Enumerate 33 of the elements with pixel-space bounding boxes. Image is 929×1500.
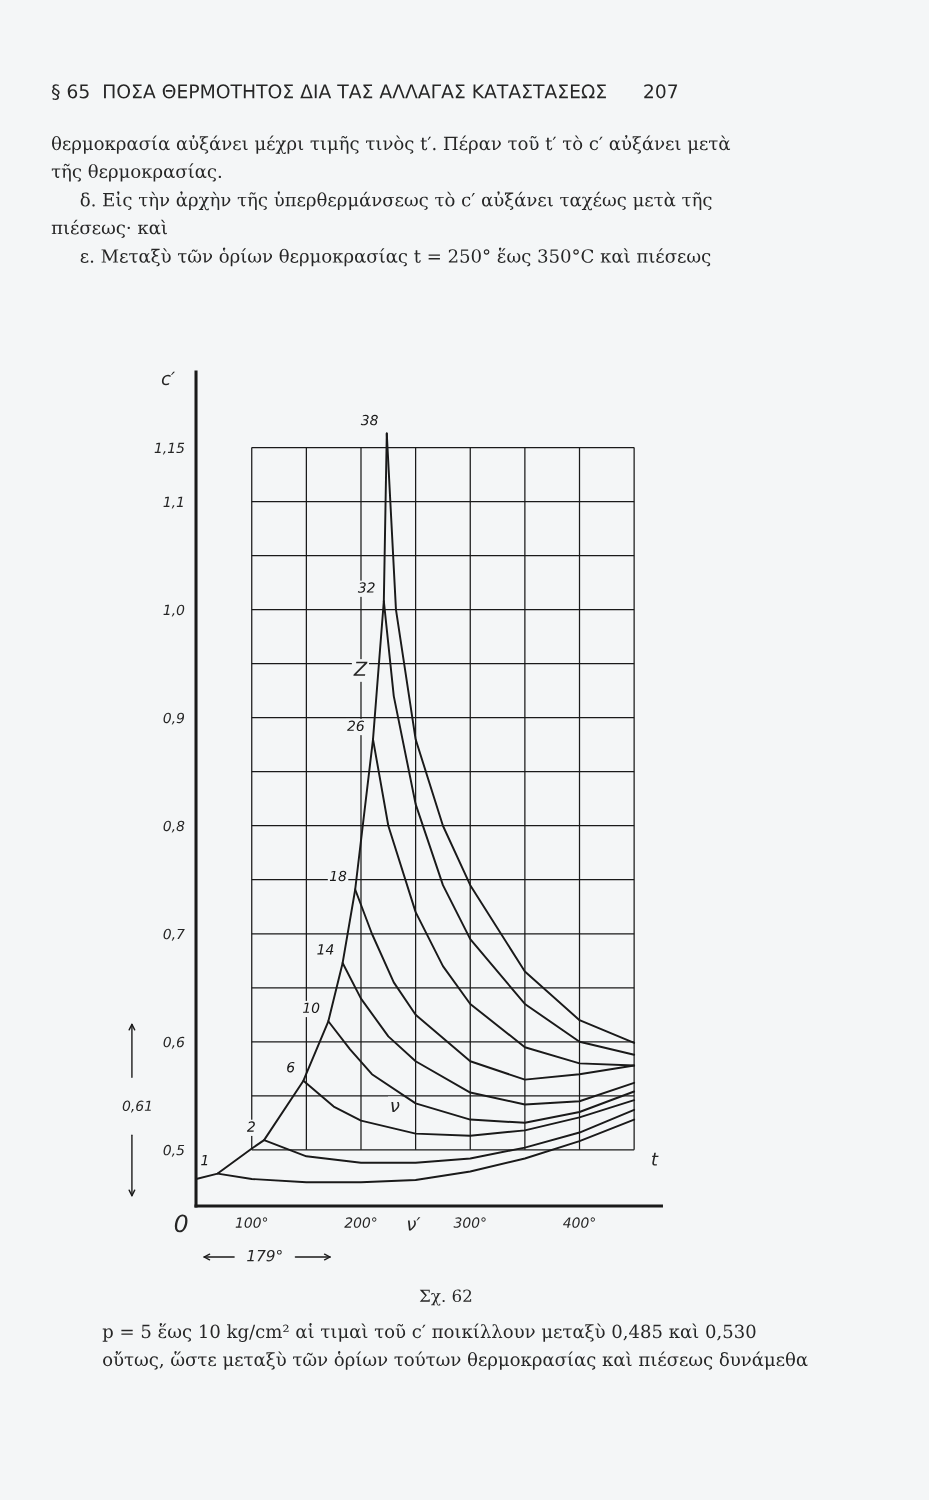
series-label: 6 bbox=[287, 1061, 295, 1073]
text: 0 bbox=[174, 1214, 188, 1233]
y-tick-label: 0,7 bbox=[163, 928, 185, 941]
series-label: 32 bbox=[357, 582, 375, 593]
text: ν′ bbox=[407, 1217, 421, 1231]
y-tick-label: 1,15 bbox=[154, 442, 185, 455]
y-axis-title: c′ bbox=[161, 371, 175, 386]
series-label: 14 bbox=[317, 944, 334, 955]
y-tick-label: 0,9 bbox=[163, 712, 185, 725]
annotation: ν bbox=[391, 1102, 400, 1112]
y-tick-label: 1,1 bbox=[163, 496, 183, 509]
y-tick-label: 0,5 bbox=[163, 1144, 185, 1157]
x-tick-label: 100° bbox=[235, 1217, 268, 1228]
x-tick-label: 400° bbox=[563, 1217, 595, 1228]
series-label: 26 bbox=[347, 720, 365, 732]
x-axis-title: t bbox=[652, 1152, 659, 1166]
chart-subtitle: θερμοκρασία αὐξάνει μέχρι τιμῆς τινὸς t′. Πέραν τοῦ t′ τὸ c′ αὐξάνει μετὰ τῆς θερμοκρασίας. δ. Εἰς τὴν ἀρχὴν τῆς ὑπερθερμάνσεως τὸ c′ αὐξάνει ταχέως μετὰ τῆς πιέσεως· καὶ ε. Μεταξὺ τῶν ὁρίων θερμοκρασίας t = 250° ἕως 350°C καὶ πιέσεως bbox=[51, 135, 731, 267]
text: p = 5 ἕως 10 kg/cm² αἱ τιμαὶ τοῦ c′ ποικίλλουν μεταξὺ 0,485 καὶ 0,530 οὔτως, ὥστε μεταξὺ τῶν ὁρίων τούτων θερμοκρασίας καὶ πιέσεως δυνάμεθα bbox=[102, 1323, 808, 1370]
text: 179° bbox=[247, 1249, 282, 1262]
text: Σχ. 62 bbox=[419, 1289, 472, 1306]
y-tick-label: 0,6 bbox=[163, 1036, 185, 1049]
series-label: 10 bbox=[303, 1002, 320, 1014]
series-label: 2 bbox=[246, 1121, 255, 1132]
x-tick-label: 300° bbox=[453, 1217, 486, 1228]
series-label: 38 bbox=[360, 414, 378, 426]
y-tick-label: 1,0 bbox=[163, 604, 185, 617]
annotation: Z bbox=[353, 661, 368, 676]
series-label: 1 bbox=[201, 1155, 208, 1166]
chart-title: § 65 ΠΟΣΑ ΘΕΡΜΟΤΗΤΟΣ ΔΙΑ ΤΑΣ ΑΛΛΑΓΑΣ ΚΑΤΑΣΤΑΣΕΩΣ 207 bbox=[51, 84, 678, 100]
series-label: 18 bbox=[329, 870, 347, 882]
text: 0,61 bbox=[122, 1100, 151, 1113]
x-tick-label: 200° bbox=[344, 1217, 377, 1228]
y-tick-label: 0,8 bbox=[163, 820, 185, 833]
